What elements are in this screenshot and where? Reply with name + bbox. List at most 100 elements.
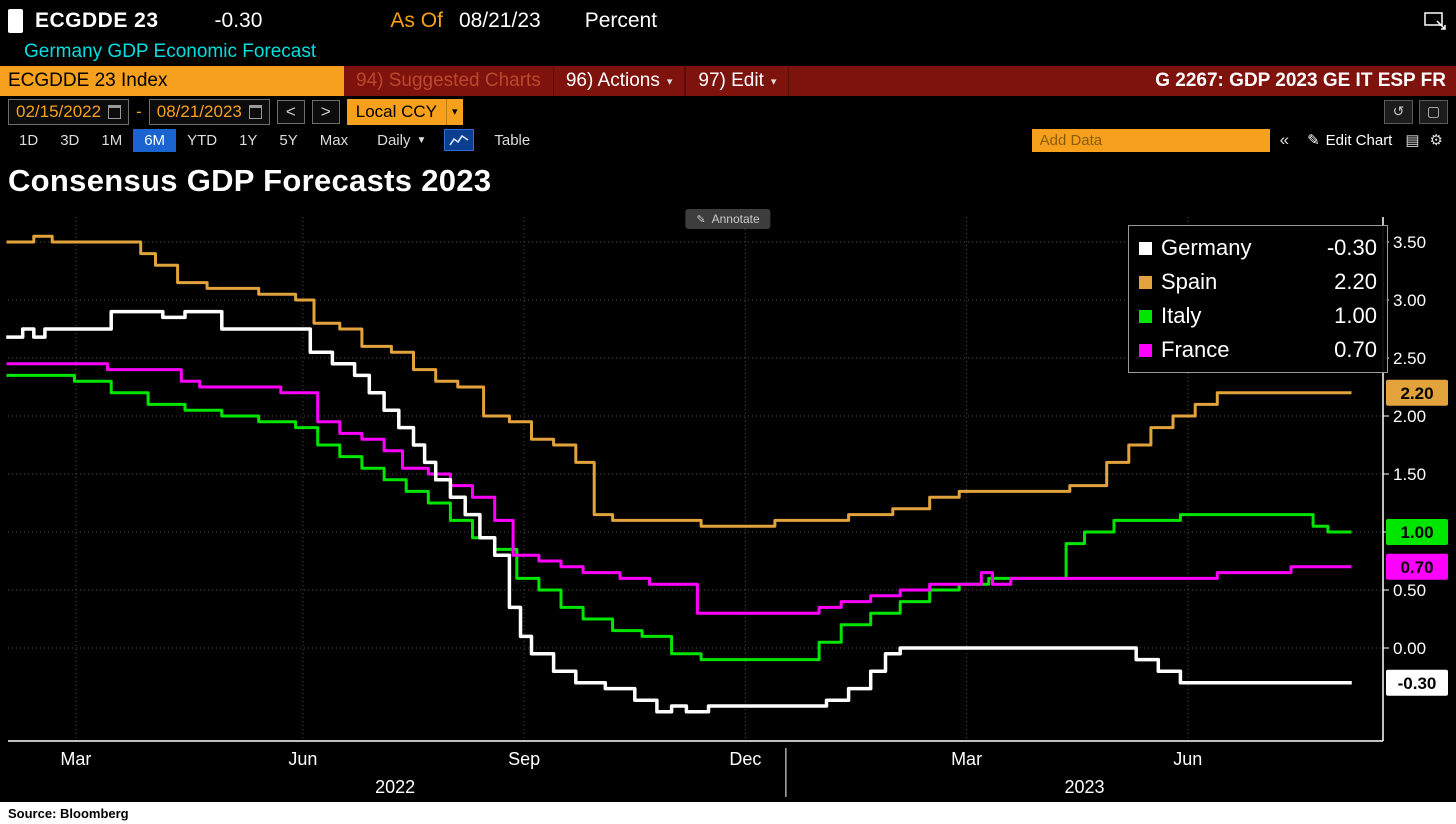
legend-value: 2.20 [1334, 269, 1377, 294]
gear-icon[interactable]: ⚙ [1429, 132, 1443, 149]
controls-right-icons: ↺ ▢ [1384, 99, 1448, 124]
last-value-badge-italy [1386, 519, 1448, 545]
monitor-icon[interactable] [1424, 12, 1446, 30]
legend-item-spain[interactable]: Spain 2.20 [1139, 265, 1377, 299]
menu-edit[interactable]: 97) Edit ▾ [685, 66, 790, 96]
menu-actions[interactable]: 96) Actions ▾ [552, 66, 686, 96]
series-germany [6, 309, 1352, 714]
tab-ytd[interactable]: YTD [187, 131, 218, 149]
chevron-down-icon: ▾ [666, 75, 673, 88]
window-icon[interactable]: ▢ [1419, 99, 1448, 124]
menubar: ECGDDE 23 Index 94) Suggested Charts 96)… [0, 66, 1456, 96]
annotate-button[interactable]: ✎ Annotate [685, 209, 771, 229]
tab-1m[interactable]: 1M [101, 131, 123, 149]
date-from-field[interactable]: 02/15/2022 [8, 98, 130, 125]
add-data-input[interactable] [1031, 128, 1270, 152]
security-description-row: Germany GDP Economic Forecast [0, 38, 1456, 66]
edit-chart-label: Edit Chart [1325, 131, 1393, 149]
tab-1y[interactable]: 1Y [239, 131, 258, 149]
date-to-value: 08/21/2023 [156, 101, 242, 121]
series-italy [6, 373, 1352, 662]
controls-row: 02/15/2022 - 08/21/2023 < > Local CCY ▾ … [0, 96, 1456, 127]
ticker-symbol: ECGDDE 23 [35, 9, 159, 32]
y-tick-label: 3.00 [1393, 291, 1426, 310]
collapse-icon[interactable]: « [1279, 130, 1290, 149]
ticker-bar: ECGDDE 23 -0.30 As Of 08/21/23 Percent [0, 0, 1456, 38]
tab-6m[interactable]: 6M [133, 128, 177, 152]
legend-item-italy[interactable]: Italy 1.00 [1139, 299, 1377, 333]
edit-chart-button[interactable]: ✎ Edit Chart [1299, 131, 1400, 150]
menu-actions-label: 96) Actions [565, 70, 660, 91]
series-france [6, 362, 1352, 615]
last-value-badge-label: 2.20 [1400, 384, 1433, 403]
line-chart-icon[interactable] [444, 129, 475, 151]
legend-name: France [1161, 337, 1230, 362]
security-input[interactable]: ECGDDE 23 Index [0, 66, 344, 96]
last-value-badge-france [1386, 553, 1448, 580]
y-tick-label: 2.00 [1393, 407, 1426, 426]
series-spain [6, 234, 1352, 528]
unit-label: Percent [584, 9, 658, 32]
chevron-down-icon: ▾ [770, 75, 777, 88]
as-of-label: As Of [390, 9, 443, 32]
currency-value: Local CCY [346, 98, 446, 125]
y-tick-label: 2.50 [1393, 349, 1426, 368]
last-value-badge-spain [1386, 379, 1448, 406]
page-title: Consensus GDP Forecasts 2023 [8, 163, 492, 198]
y-tick-label: 3.50 [1393, 233, 1426, 252]
legend-value: 0.70 [1334, 337, 1377, 362]
year-label: 2023 [1065, 777, 1105, 797]
legend-item-france[interactable]: France 0.70 [1139, 333, 1377, 367]
legend-name: Italy [1161, 303, 1202, 328]
last-value-badge-label: 1.00 [1400, 523, 1433, 542]
x-tick-label: Dec [729, 749, 761, 769]
x-tick-label: Jun [1173, 749, 1202, 769]
chart-group-title: G 2267: GDP 2023 GE IT ESP FR [1155, 70, 1446, 91]
calendar-icon [108, 104, 122, 119]
pencil-icon: ✎ [696, 213, 706, 226]
chevron-down-icon: ▼ [416, 134, 427, 146]
x-tick-label: Mar [60, 749, 91, 769]
tab-table[interactable]: Table [494, 131, 531, 149]
frequency-select[interactable]: Daily ▼ [367, 129, 436, 152]
x-tick-label: Sep [508, 749, 540, 769]
tab-5y[interactable]: 5Y [279, 131, 298, 149]
tab-3d[interactable]: 3D [60, 131, 80, 149]
menu-suggested-charts[interactable]: 94) Suggested Charts [356, 70, 541, 91]
italy-swatch [1139, 309, 1152, 323]
tab-max[interactable]: Max [319, 131, 349, 149]
currency-select[interactable]: Local CCY ▾ [346, 98, 463, 125]
legend-value: -0.30 [1326, 235, 1377, 260]
chevron-down-icon: ▾ [446, 98, 463, 125]
menu-edit-label: 97) Edit [698, 70, 764, 91]
date-range-separator: - [136, 101, 142, 121]
date-from-value: 02/15/2022 [16, 101, 102, 121]
range-back-button[interactable]: < [276, 99, 305, 124]
chart-area: 3.50 3.00 2.50 2.00 1.50 1.00 0.50 0.00 Mar Jun Se… [0, 205, 1456, 802]
source-strip: Source: Bloomberg [0, 802, 1456, 824]
last-value-badge-germany [1386, 669, 1448, 696]
last-value: -0.30 [214, 9, 263, 32]
pencil-icon: ✎ [1307, 132, 1320, 149]
legend-item-germany[interactable]: Germany -0.30 [1139, 231, 1377, 265]
france-swatch [1139, 343, 1152, 357]
y-tick-label: 0.50 [1393, 581, 1426, 600]
security-flag-icon [8, 9, 23, 33]
y-tick-label: 1.50 [1393, 465, 1426, 484]
frequency-value: Daily [377, 131, 411, 149]
source-label: Source: Bloomberg [8, 805, 129, 821]
gdp-forecast-chart: 3.50 3.00 2.50 2.00 1.50 1.00 0.50 0.00 Mar Jun Se… [6, 217, 1448, 797]
legend-value: 1.00 [1334, 303, 1377, 328]
last-value-badge-label: -0.30 [1398, 674, 1437, 693]
undo-icon[interactable]: ↺ [1384, 99, 1413, 124]
last-value-badge-label: 0.70 [1400, 558, 1433, 577]
date-to-field[interactable]: 08/21/2023 [148, 98, 270, 125]
tab-1d[interactable]: 1D [19, 131, 39, 149]
year-label: 2022 [375, 777, 415, 797]
range-forward-button[interactable]: > [311, 99, 340, 124]
y-tick-label: 0.00 [1393, 639, 1426, 658]
legend-name: Germany [1161, 235, 1252, 260]
x-tick-label: Jun [288, 749, 317, 769]
annotate-label: Annotate [711, 212, 760, 226]
chart-notes-icon[interactable]: ▤ [1405, 132, 1420, 149]
